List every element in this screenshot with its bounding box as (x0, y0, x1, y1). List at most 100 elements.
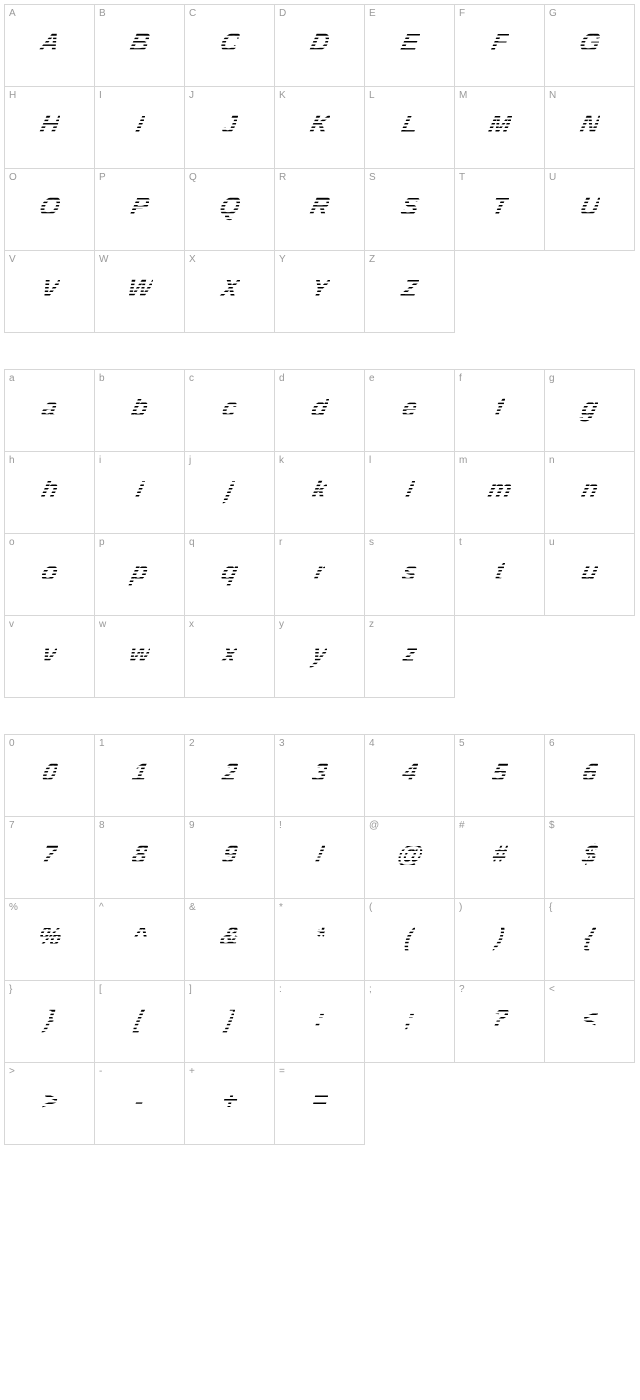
glyph-cell[interactable]: GG (545, 5, 635, 87)
glyph-cell[interactable]: 44 (365, 735, 455, 817)
glyph-cell[interactable]: KK (275, 87, 365, 169)
glyph-cell[interactable]: ;; (365, 981, 455, 1063)
glyph-preview: y (271, 638, 368, 669)
glyph-preview: Q (181, 191, 278, 222)
glyph-cell[interactable]: -- (95, 1063, 185, 1145)
glyph-cell[interactable]: vv (5, 616, 95, 698)
glyph-preview: $ (541, 839, 638, 870)
glyph-cell[interactable]: (( (365, 899, 455, 981)
glyph-cell[interactable]: 33 (275, 735, 365, 817)
glyph-preview: + (181, 1085, 278, 1116)
glyph-cell[interactable]: ## (455, 817, 545, 899)
glyph-cell[interactable]: >> (5, 1063, 95, 1145)
glyph-preview: H (1, 109, 98, 140)
glyph-cell[interactable]: {{ (545, 899, 635, 981)
glyph-cell[interactable]: tt (455, 534, 545, 616)
glyph-char: C (217, 27, 243, 58)
glyph-cell[interactable]: :: (275, 981, 365, 1063)
glyph-cell[interactable]: ww (95, 616, 185, 698)
glyph-cell[interactable]: !! (275, 817, 365, 899)
glyph-cell[interactable]: YY (275, 251, 365, 333)
glyph-cell[interactable]: DD (275, 5, 365, 87)
glyph-cell[interactable]: && (185, 899, 275, 981)
glyph-cell[interactable]: bb (95, 370, 185, 452)
glyph-cell[interactable]: uu (545, 534, 635, 616)
glyph-cell[interactable]: gg (545, 370, 635, 452)
glyph-cell[interactable]: nn (545, 452, 635, 534)
glyph-cell[interactable]: EE (365, 5, 455, 87)
glyph-cell[interactable]: zz (365, 616, 455, 698)
glyph-cell[interactable]: VV (5, 251, 95, 333)
glyph-cell[interactable]: 22 (185, 735, 275, 817)
glyph-cell[interactable]: WW (95, 251, 185, 333)
glyph-label: > (9, 1066, 15, 1077)
glyph-cell[interactable]: ll (365, 452, 455, 534)
glyph-cell[interactable]: rr (275, 534, 365, 616)
glyph-cell[interactable]: << (545, 981, 635, 1063)
glyph-cell[interactable]: ** (275, 899, 365, 981)
glyph-preview: r (271, 556, 368, 587)
glyph-cell[interactable]: 00 (5, 735, 95, 817)
glyph-cell[interactable]: cc (185, 370, 275, 452)
glyph-cell[interactable]: ^^ (95, 899, 185, 981)
glyph-cell[interactable]: 99 (185, 817, 275, 899)
glyph-cell[interactable]: ZZ (365, 251, 455, 333)
glyph-cell[interactable]: SS (365, 169, 455, 251)
glyph-cell[interactable]: FF (455, 5, 545, 87)
glyph-cell[interactable]: ii (95, 452, 185, 534)
glyph-cell[interactable]: mm (455, 452, 545, 534)
glyph-cell[interactable]: 55 (455, 735, 545, 817)
glyph-cell[interactable]: BB (95, 5, 185, 87)
glyph-cell[interactable]: pp (95, 534, 185, 616)
glyph-cell[interactable]: XX (185, 251, 275, 333)
glyph-cell[interactable]: ++ (185, 1063, 275, 1145)
glyph-cell[interactable]: ?? (455, 981, 545, 1063)
glyph-cell[interactable]: ]] (185, 981, 275, 1063)
glyph-cell[interactable]: JJ (185, 87, 275, 169)
glyph-cell[interactable]: PP (95, 169, 185, 251)
glyph-label: m (459, 455, 467, 466)
glyph-char: $ (579, 839, 600, 870)
glyph-preview: 0 (1, 757, 98, 788)
glyph-cell[interactable]: MM (455, 87, 545, 169)
glyph-char: m (485, 474, 515, 505)
glyph-cell[interactable]: RR (275, 169, 365, 251)
glyph-cell[interactable]: 11 (95, 735, 185, 817)
glyph-preview: T (451, 191, 548, 222)
glyph-cell[interactable]: oo (5, 534, 95, 616)
glyph-cell[interactable]: %% (5, 899, 95, 981)
glyph-cell[interactable]: qq (185, 534, 275, 616)
glyph-cell[interactable]: AA (5, 5, 95, 87)
glyph-char: y (309, 638, 330, 669)
glyph-cell[interactable]: CC (185, 5, 275, 87)
glyph-cell[interactable]: hh (5, 452, 95, 534)
glyph-cell[interactable]: @@ (365, 817, 455, 899)
glyph-cell[interactable]: 66 (545, 735, 635, 817)
glyph-cell[interactable]: jj (185, 452, 275, 534)
glyph-cell[interactable]: ff (455, 370, 545, 452)
glyph-cell[interactable]: OO (5, 169, 95, 251)
glyph-cell[interactable]: == (275, 1063, 365, 1145)
glyph-cell[interactable]: II (95, 87, 185, 169)
glyph-cell[interactable]: TT (455, 169, 545, 251)
glyph-cell[interactable]: ss (365, 534, 455, 616)
glyph-label: L (369, 90, 375, 101)
glyph-cell[interactable]: aa (5, 370, 95, 452)
glyph-cell[interactable]: QQ (185, 169, 275, 251)
glyph-cell[interactable]: dd (275, 370, 365, 452)
glyph-cell[interactable]: }} (5, 981, 95, 1063)
glyph-label: r (279, 537, 282, 548)
glyph-cell[interactable]: $$ (545, 817, 635, 899)
glyph-cell[interactable]: yy (275, 616, 365, 698)
glyph-cell[interactable]: )) (455, 899, 545, 981)
glyph-cell[interactable]: LL (365, 87, 455, 169)
glyph-cell[interactable]: [[ (95, 981, 185, 1063)
glyph-cell[interactable]: xx (185, 616, 275, 698)
glyph-cell[interactable]: 77 (5, 817, 95, 899)
glyph-cell[interactable]: 88 (95, 817, 185, 899)
glyph-cell[interactable]: UU (545, 169, 635, 251)
glyph-cell[interactable]: kk (275, 452, 365, 534)
glyph-cell[interactable]: ee (365, 370, 455, 452)
glyph-cell[interactable]: HH (5, 87, 95, 169)
glyph-cell[interactable]: NN (545, 87, 635, 169)
